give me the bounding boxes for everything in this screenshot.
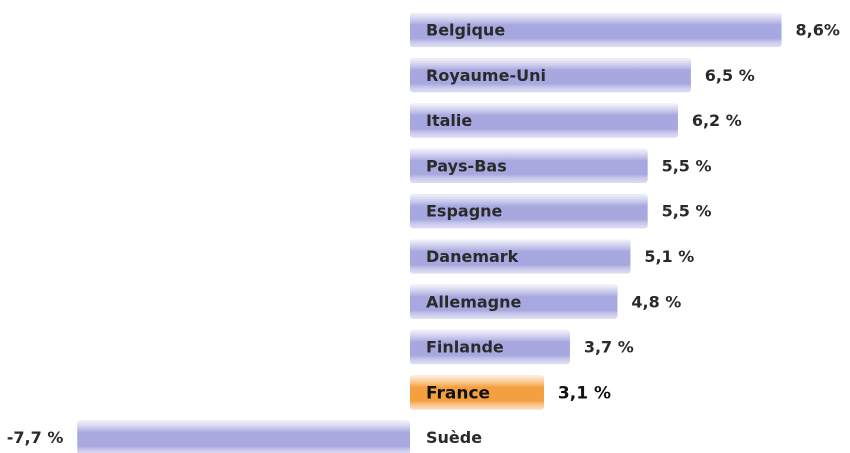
bar (410, 194, 648, 229)
value-label: 5,1 % (644, 247, 694, 266)
value-label: 3,1 % (558, 383, 611, 403)
bar (410, 239, 631, 274)
value-label: 5,5 % (662, 156, 712, 175)
value-label: 5,5 % (662, 202, 712, 221)
category-label: Pays-Bas (426, 156, 507, 175)
category-label: France (426, 383, 490, 403)
category-label: Royaume-Uni (426, 66, 546, 85)
category-label: Allemagne (426, 292, 522, 311)
value-label: -7,7 % (7, 428, 64, 447)
bar (410, 103, 678, 138)
value-label: 4,8 % (631, 292, 681, 311)
bar (410, 58, 691, 93)
bar (77, 420, 410, 453)
category-label: Finlande (426, 338, 504, 357)
bar (410, 284, 618, 319)
value-label: 3,7 % (584, 338, 634, 357)
bar (410, 375, 544, 410)
bar (410, 13, 782, 47)
category-label: Suède (426, 428, 482, 447)
category-label: Espagne (426, 202, 503, 221)
category-label: Belgique (426, 21, 505, 40)
value-label: 6,2 % (692, 111, 742, 130)
value-label: 8,6% (796, 21, 840, 40)
category-label: Danemark (426, 247, 519, 266)
category-label: Italie (426, 111, 472, 130)
bar (410, 330, 570, 365)
value-label: 6,5 % (705, 66, 755, 85)
bar (410, 148, 648, 183)
